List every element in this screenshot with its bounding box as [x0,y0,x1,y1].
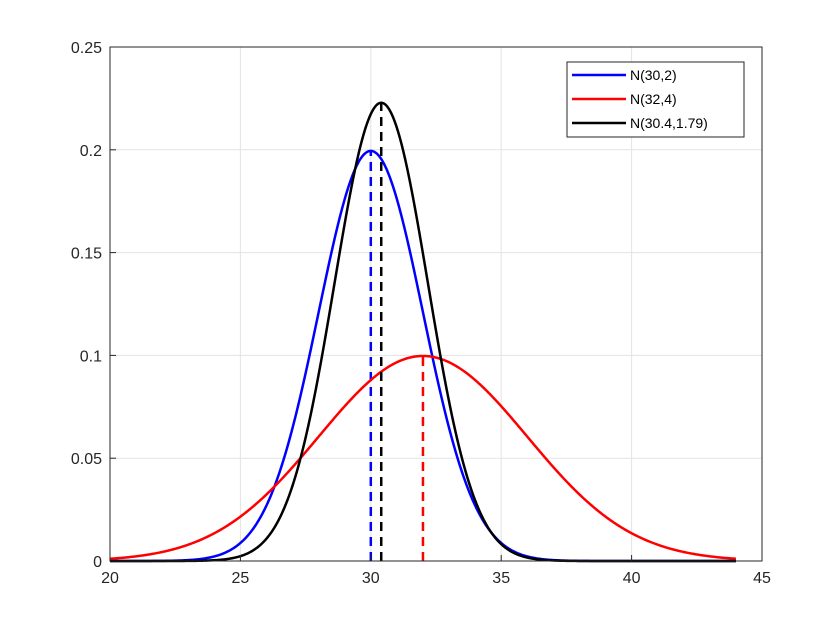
x-tick-label: 45 [753,570,771,587]
y-tick-label: 0.2 [80,143,102,160]
legend: N(30,2) N(32,4) N(30.4,1.79) [566,61,745,138]
legend-label: N(32,4) [630,91,677,107]
x-tick-label: 25 [232,570,250,587]
series-line-N324 [109,354,736,560]
curves [109,101,736,563]
y-tick-label: 0 [93,554,102,571]
y-tick-label: 0.25 [71,40,102,57]
y-tick-label: 0.1 [80,348,102,365]
x-tick-label: 40 [623,570,641,587]
ticks: 20 25 30 35 40 45 0 0.05 0.1 0.15 0.2 0.25 [71,40,771,587]
y-tick-label: 0.05 [71,451,102,468]
legend-label: N(30,2) [630,67,677,83]
x-tick-label: 30 [362,570,380,587]
axes-box [109,46,763,562]
y-tick-label: 0.15 [71,246,102,263]
x-tick-label: 20 [101,570,119,587]
legend-label: N(30.4,1.79) [630,115,708,131]
x-tick-label: 35 [492,570,510,587]
